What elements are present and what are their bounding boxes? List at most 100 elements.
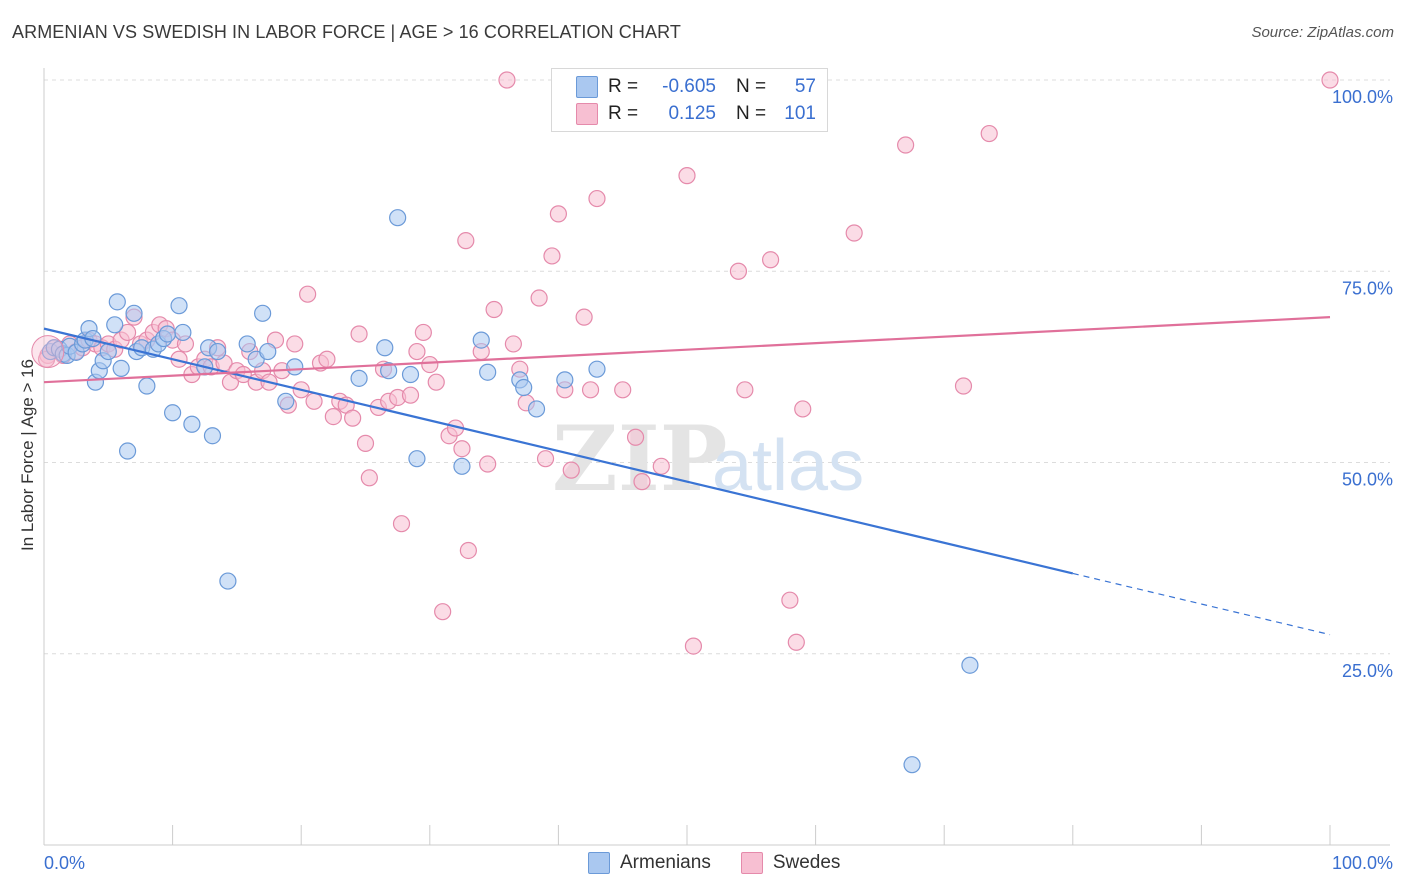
legend-label: Armenians bbox=[620, 852, 711, 873]
swede-point bbox=[543, 247, 561, 265]
swede-point bbox=[401, 386, 420, 404]
swede-point bbox=[845, 224, 863, 242]
armenian-point bbox=[170, 297, 188, 315]
armenian-point bbox=[112, 359, 130, 378]
swede-point bbox=[736, 381, 754, 399]
n-value: 101 bbox=[784, 103, 816, 124]
swede-point bbox=[897, 136, 915, 154]
armenian-point bbox=[203, 427, 222, 445]
armenian-point bbox=[401, 365, 420, 384]
swede-point bbox=[536, 450, 555, 468]
armenian-point bbox=[389, 209, 407, 227]
legend-item-armenians[interactable]: Armenians bbox=[588, 852, 711, 874]
axes bbox=[43, 68, 1390, 846]
legend-item-swedes[interactable]: Swedes bbox=[740, 852, 841, 874]
armenian-point bbox=[408, 450, 426, 468]
y-axis-title: In Labor Force | Age > 16 bbox=[18, 358, 37, 552]
y-tick-label: 75.0% bbox=[1342, 278, 1393, 298]
swede-point bbox=[305, 392, 323, 410]
swede-point bbox=[408, 342, 426, 361]
armenian-point bbox=[286, 358, 304, 376]
swede-point bbox=[344, 409, 362, 427]
swede-point bbox=[581, 381, 600, 399]
swede-point bbox=[434, 603, 452, 621]
swede-point bbox=[479, 455, 497, 473]
swede-point bbox=[761, 251, 780, 269]
r-value: -0.605 bbox=[662, 76, 716, 97]
armenian-point bbox=[108, 293, 126, 311]
armenian-point bbox=[527, 400, 546, 418]
swede-point bbox=[954, 377, 973, 395]
swede-point bbox=[31, 335, 65, 369]
series-legend: Armenians Swedes bbox=[588, 852, 870, 874]
swede-point bbox=[421, 355, 439, 374]
armenian-point bbox=[209, 342, 227, 361]
armenian-point bbox=[164, 404, 182, 422]
swede-point bbox=[588, 189, 606, 208]
swede-point bbox=[549, 205, 568, 223]
swede-point bbox=[633, 473, 651, 491]
swede-point bbox=[614, 381, 632, 399]
armenian-point bbox=[515, 378, 533, 397]
swede-point bbox=[318, 350, 336, 368]
legend-row-armenians: R = -0.605 N = 57 bbox=[576, 75, 816, 99]
swede-point bbox=[530, 289, 548, 307]
r-label: R = bbox=[608, 103, 639, 124]
armenian-point bbox=[903, 756, 921, 774]
swedes-swatch bbox=[740, 852, 763, 874]
swede-point bbox=[392, 515, 411, 533]
swede-point bbox=[498, 71, 516, 89]
swede-point bbox=[504, 335, 522, 353]
swede-point bbox=[356, 434, 375, 452]
swede-point bbox=[118, 323, 137, 342]
source-label: Source: ZipAtlas.com bbox=[1251, 24, 1394, 41]
swedes-trend-line bbox=[43, 316, 1331, 384]
swede-point bbox=[350, 325, 368, 343]
y-tick-label: 25.0% bbox=[1342, 661, 1393, 681]
y-tick-label: 50.0% bbox=[1342, 470, 1393, 490]
armenian-point bbox=[556, 371, 574, 389]
armenian-point bbox=[350, 369, 368, 387]
swede-point bbox=[1321, 71, 1339, 89]
armenian-point bbox=[118, 442, 137, 460]
swede-point bbox=[794, 400, 812, 418]
armenian-point bbox=[277, 392, 295, 410]
swedes-swatch bbox=[576, 103, 598, 125]
swede-point bbox=[427, 373, 445, 391]
r-value: 0.125 bbox=[668, 103, 716, 124]
armenian-point bbox=[472, 331, 490, 349]
swede-point bbox=[626, 428, 645, 446]
swede-point bbox=[787, 633, 805, 651]
swede-point bbox=[453, 440, 471, 458]
armenian-point bbox=[238, 335, 256, 353]
swede-point bbox=[980, 124, 998, 143]
n-value: 57 bbox=[794, 76, 816, 97]
swede-point bbox=[286, 335, 304, 353]
swede-point bbox=[360, 469, 378, 487]
armenian-point bbox=[588, 360, 606, 378]
n-label: N = bbox=[736, 103, 767, 124]
watermark-zip: ZIP bbox=[552, 406, 727, 512]
chart-title: ARMENIAN VS SWEDISH IN LABOR FORCE | AGE… bbox=[12, 22, 681, 42]
armenian-point bbox=[138, 377, 156, 395]
trend-lines bbox=[43, 316, 1331, 636]
swede-point bbox=[575, 308, 593, 326]
legend-label: Swedes bbox=[772, 852, 841, 873]
legend-row-swedes: R = 0.125 N = 101 bbox=[576, 102, 816, 126]
swede-point bbox=[459, 541, 477, 560]
armenian-point bbox=[376, 339, 394, 357]
swede-point bbox=[562, 461, 580, 479]
armenian-point bbox=[961, 656, 979, 674]
armenian-point bbox=[219, 572, 237, 590]
swede-point bbox=[652, 457, 670, 475]
swede-point bbox=[324, 408, 342, 426]
armenian-point bbox=[183, 415, 201, 433]
armenian-point bbox=[106, 316, 124, 334]
armenian-point bbox=[380, 362, 398, 380]
armenians-swatch bbox=[588, 852, 610, 874]
armenian-point bbox=[125, 304, 143, 322]
correlation-legend: R = -0.605 N = 57 R = 0.125 N = 101 bbox=[551, 68, 828, 132]
x-tick-label: 100.0% bbox=[1332, 853, 1393, 873]
r-label: R = bbox=[608, 76, 639, 97]
